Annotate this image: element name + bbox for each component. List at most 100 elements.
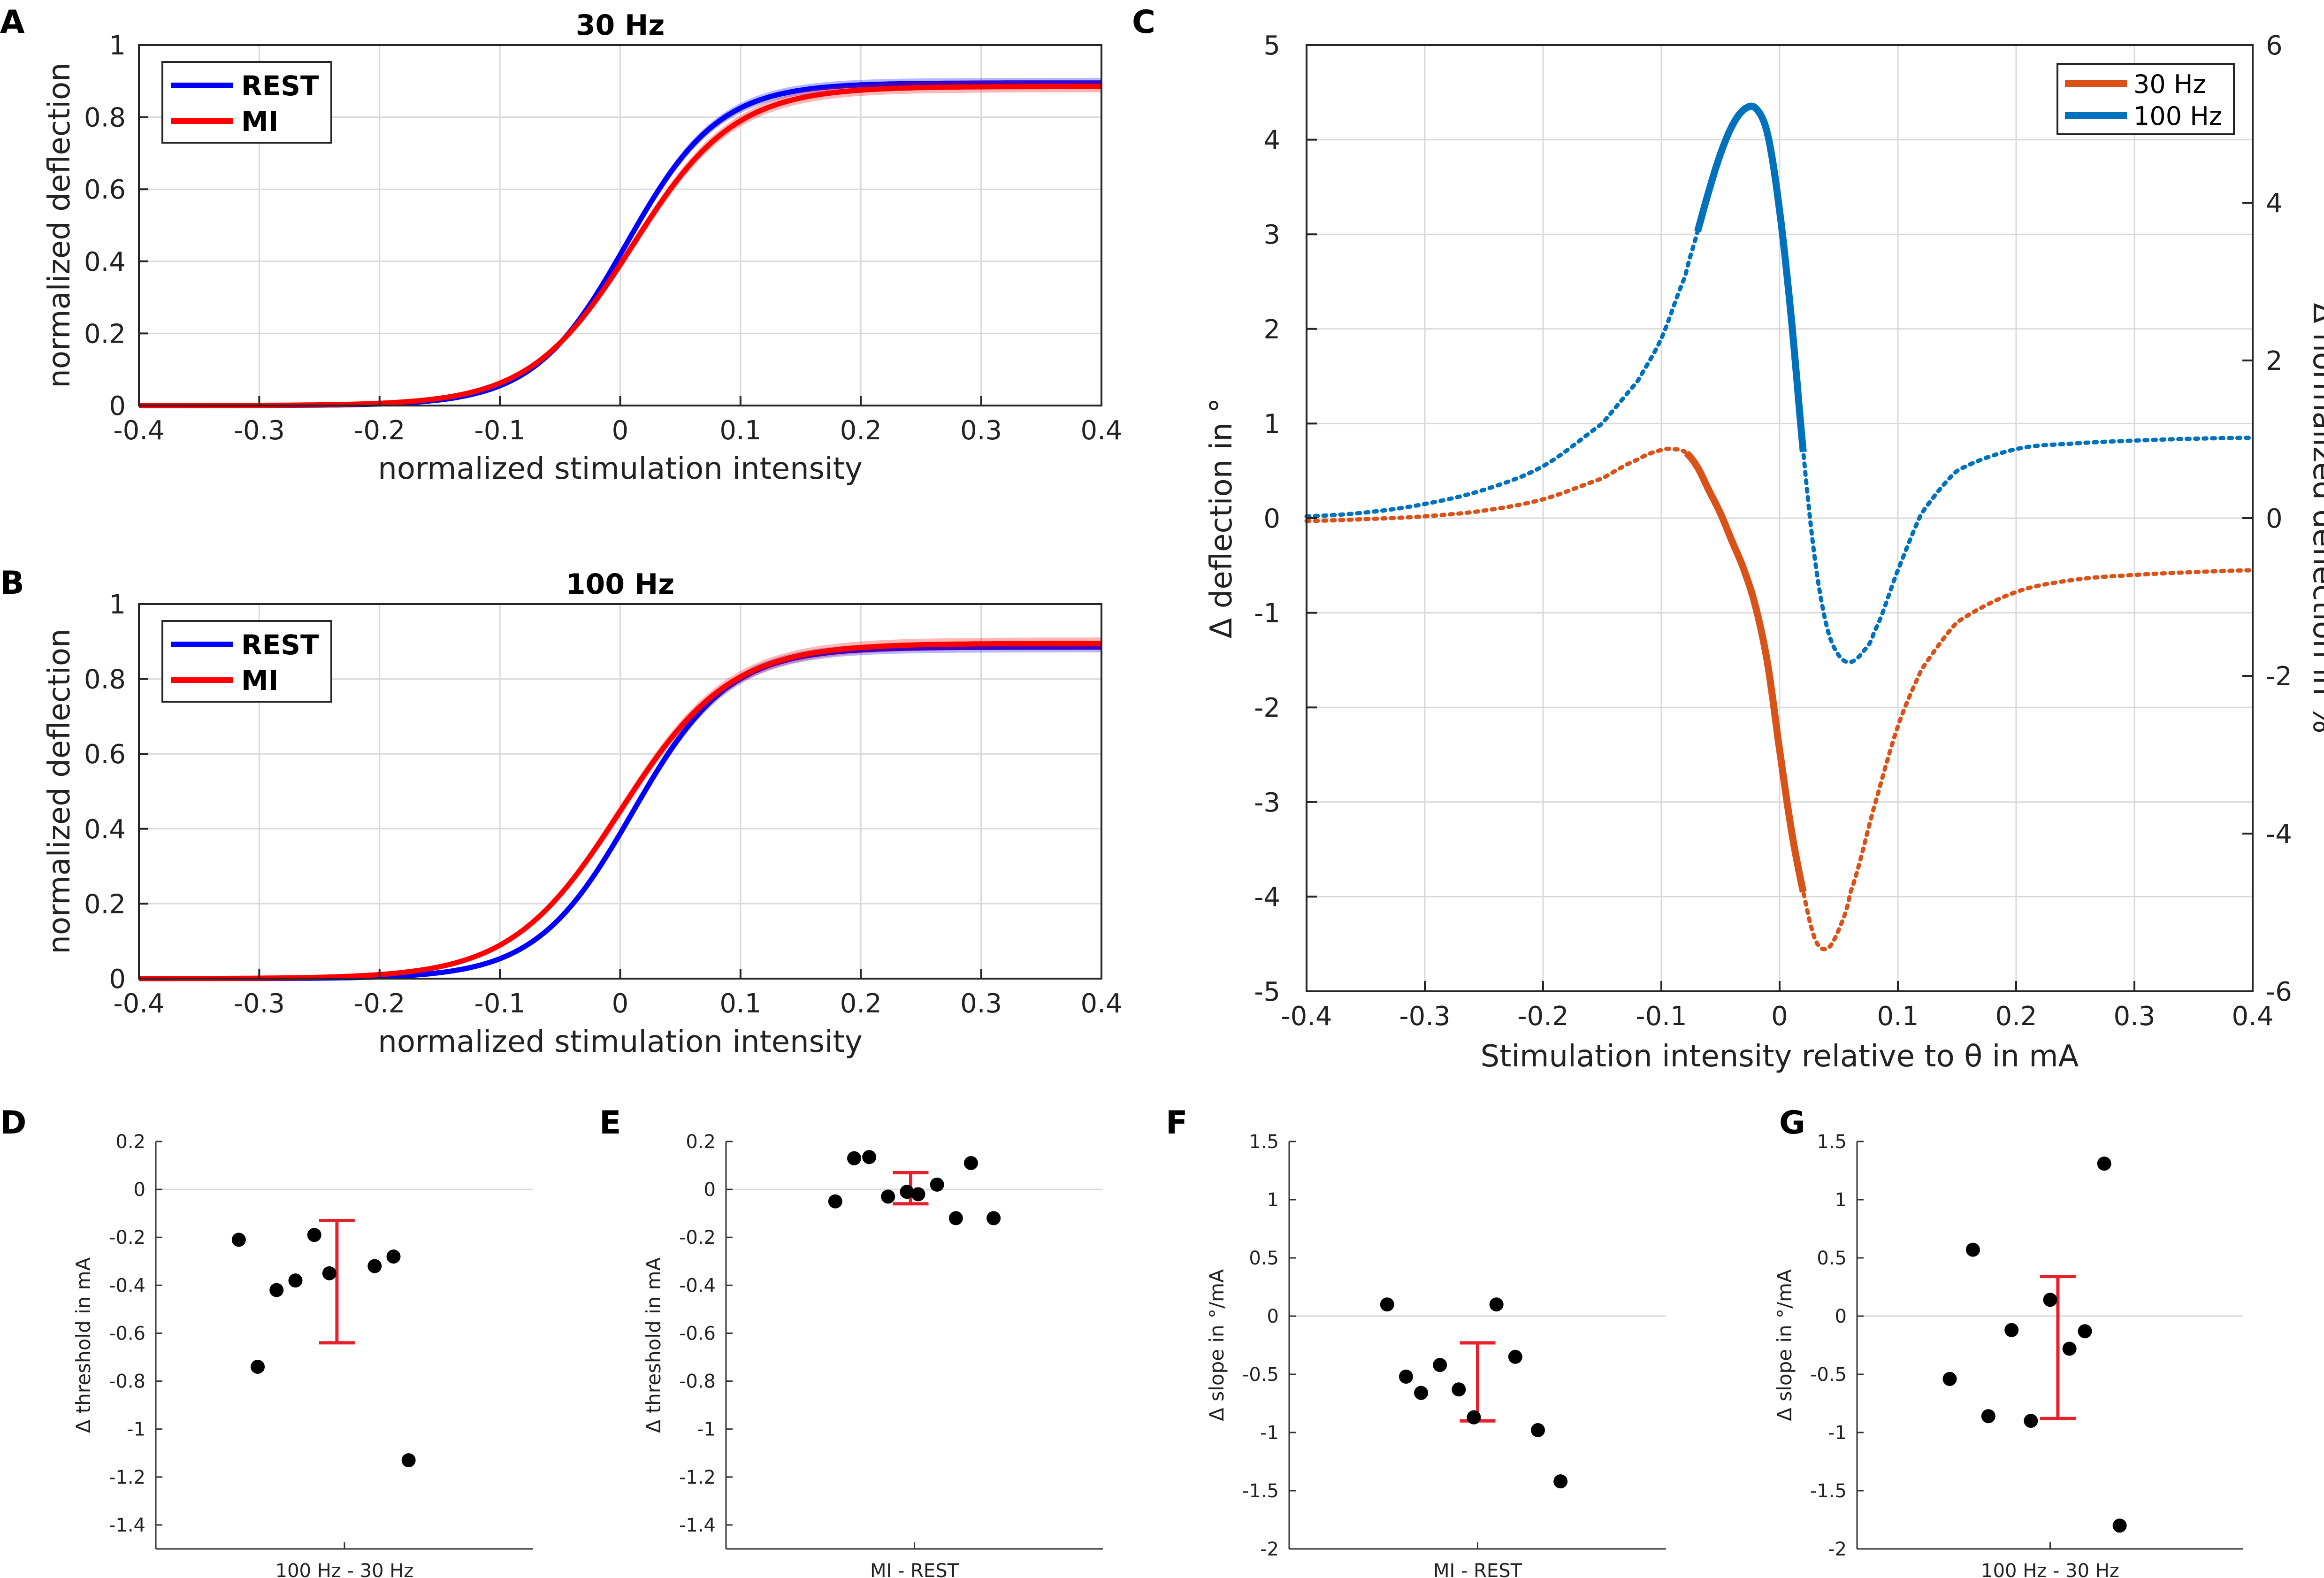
y-tick-label: -1.5	[1810, 1480, 1847, 1502]
y-tick-label: -0.2	[679, 1227, 716, 1249]
y-tick-label: 0.8	[84, 665, 126, 695]
y-tick-label: 1	[109, 590, 126, 620]
data-point	[1530, 1423, 1545, 1438]
x-tick-label: -0.4	[113, 988, 164, 1019]
panel-E: 0.2 0 -0.2 -0.4 -0.6 -0.8 -1 -1.2 -1.4 MI - REST Δ…	[642, 1131, 1103, 1578]
y-tick-label: 0.2	[115, 1131, 145, 1153]
y-right-tick-label: 4	[2266, 188, 2283, 219]
legend-entry-30hz: 30 Hz	[2133, 69, 2206, 99]
data-point	[900, 1185, 914, 1199]
y-tick-label: 1	[1267, 1189, 1279, 1211]
x-tick-label: -0.3	[1399, 1001, 1450, 1032]
x-axis-label: normalized stimulation intensity	[378, 1025, 863, 1059]
series-solid-30hz	[1684, 451, 1807, 893]
data-point	[1452, 1382, 1466, 1397]
y-axis-label: normalized deflection	[42, 628, 77, 954]
data-point	[1467, 1410, 1481, 1425]
y-tick-label: -1	[1260, 1422, 1279, 1444]
y-tick-label: 0.5	[1249, 1248, 1279, 1269]
x-tick-label: 0.4	[2232, 1001, 2273, 1032]
panel-label-A: A	[0, 4, 25, 41]
x-tick-label: 100 Hz - 30 Hz	[1981, 1560, 2119, 1578]
y-right-tick-label: -2	[2266, 661, 2292, 692]
y-tick-label: 0.8	[84, 103, 126, 133]
y-tick-label: -1.5	[1242, 1480, 1279, 1502]
x-tick-label: MI - REST	[1433, 1560, 1522, 1578]
y-tick-label: 1	[109, 31, 126, 61]
chart-title: 30 Hz	[576, 9, 665, 42]
y-tick-label: 0.5	[1817, 1248, 1847, 1269]
y-tick-label: 0.2	[686, 1131, 716, 1153]
y-tick-label: 0	[704, 1179, 716, 1201]
x-axis-label: Stimulation intensity relative to θ in m…	[1481, 1039, 2079, 1074]
y-axis-label: Δ slope in °/mA	[1205, 1269, 1228, 1421]
legend: REST MI	[161, 61, 332, 144]
data-point	[1433, 1358, 1447, 1372]
data-point	[2024, 1414, 2038, 1428]
y-tick-label: -0.5	[1810, 1364, 1847, 1386]
x-tick-label: 0.1	[719, 415, 761, 446]
y-tick-label: -0.2	[109, 1227, 145, 1249]
x-tick-label: -0.3	[234, 415, 285, 446]
y-tick-label: 1	[1835, 1189, 1847, 1211]
x-tick-label: -0.3	[234, 988, 285, 1019]
data-point	[911, 1187, 925, 1202]
legend-box	[161, 61, 332, 144]
y-tick-label: 4	[1263, 125, 1280, 156]
series-solid-100hz	[1694, 102, 1807, 452]
legend-entry-mi: MI	[241, 665, 278, 697]
y-tick-label: 0.6	[84, 175, 126, 205]
x-tick-label: 0.2	[840, 415, 882, 446]
data-point	[401, 1453, 416, 1468]
data-point	[231, 1233, 246, 1247]
data-point	[2078, 1324, 2092, 1339]
x-tick-label: -0.1	[1636, 1001, 1687, 1032]
data-point	[2112, 1518, 2127, 1533]
y-tick-label: -1.4	[679, 1515, 716, 1536]
data-point	[2097, 1157, 2111, 1171]
legend-entry-rest: REST	[241, 629, 319, 661]
legend-box	[161, 620, 332, 703]
y-axis-label: Δ slope in °/mA	[1773, 1269, 1796, 1421]
y-tick-label: 0.2	[84, 889, 126, 919]
data-point	[948, 1211, 963, 1226]
x-tick-label: 0.1	[719, 988, 761, 1019]
data-point	[367, 1259, 382, 1273]
panel-label-F: F	[1166, 1104, 1187, 1141]
data-point	[251, 1359, 265, 1374]
y-right-tick-label: 6	[2266, 31, 2283, 61]
y-right-tick-label: 0	[2266, 504, 2283, 534]
data-point	[963, 1156, 978, 1170]
y-tick-label: -1	[697, 1419, 716, 1440]
y-tick-label: -2	[1254, 693, 1280, 723]
x-tick-label: 0.1	[1877, 1001, 1919, 1032]
y-tick-label: -1.2	[679, 1467, 716, 1488]
x-tick-label: -0.4	[1281, 1001, 1332, 1032]
y-tick-label: 0.4	[84, 247, 126, 277]
data-point	[2043, 1293, 2057, 1307]
y-axis-label: Δ deflection in °	[1204, 398, 1239, 639]
x-tick-label: 0.2	[840, 988, 882, 1019]
y-right-tick-label: 2	[2266, 346, 2283, 376]
x-tick-label: 0	[612, 988, 629, 1019]
panel-label-G: G	[1779, 1104, 1805, 1141]
y-tick-label: 2	[1263, 314, 1280, 345]
x-axis-label: normalized stimulation intensity	[378, 452, 863, 486]
y-tick-label: -5	[1254, 977, 1280, 1007]
data-point	[986, 1211, 1001, 1226]
x-tick-label: -0.1	[474, 988, 525, 1019]
x-tick-label: -0.1	[474, 415, 525, 446]
panel-label-E: E	[599, 1104, 621, 1141]
y-tick-label: 1.5	[1817, 1131, 1847, 1153]
y-tick-label: -0.4	[679, 1275, 716, 1296]
y-tick-label: -1.2	[109, 1467, 145, 1488]
x-tick-label: 0	[1771, 1001, 1788, 1032]
x-tick-label: 0.3	[960, 988, 1002, 1019]
data-point	[1380, 1297, 1394, 1312]
y-tick-label: -4	[1254, 882, 1280, 912]
y-tick-label: -1	[1828, 1422, 1847, 1444]
x-tick-label: 0.4	[1080, 415, 1122, 446]
panel-G: 1.5 1 0.5 0 -0.5 -1 -1.5 -2 100 Hz - 30 Hz Δ slop…	[1773, 1131, 2243, 1578]
